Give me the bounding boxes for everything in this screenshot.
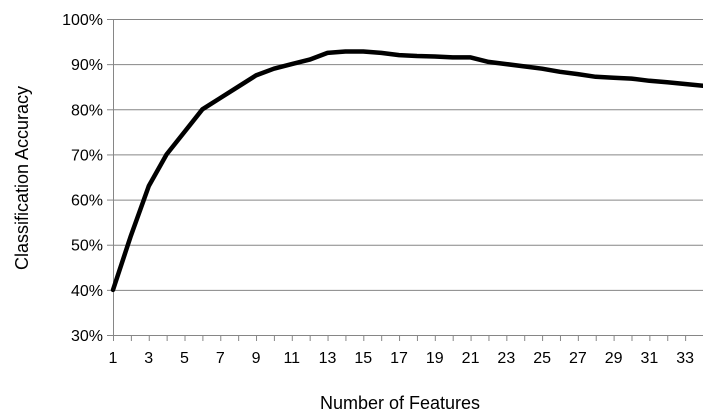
series-layer (110, 49, 703, 293)
y-tick-label: 40% (71, 283, 103, 300)
x-tick-label: 21 (462, 350, 480, 367)
x-tick-label: 13 (319, 350, 337, 367)
y-tick-label: 100% (62, 12, 103, 29)
y-tick-label: 60% (71, 193, 103, 210)
x-tick-label: 23 (497, 350, 515, 367)
x-axis-title: Number of Features (320, 393, 480, 413)
label-layer: 30%40%50%60%70%80%90%100%1 3 5 7 9 11 13 15 17 19… (62, 12, 694, 367)
y-tick-label: 90% (71, 57, 103, 74)
x-tick-label: 11 (283, 350, 300, 367)
y-axis-title: Classification Accuracy (12, 86, 32, 270)
x-tick-label: 25 (533, 350, 551, 367)
series-line (110, 49, 703, 293)
x-tick-label: 7 (216, 350, 225, 367)
x-tick-label: 27 (569, 350, 587, 367)
x-tick-label: 9 (252, 350, 261, 367)
y-tick-label: 50% (71, 238, 103, 255)
y-tick-label: 80% (71, 102, 103, 119)
y-tick-label: 70% (71, 147, 103, 164)
x-tick-label: 3 (144, 350, 153, 367)
axis-layer (113, 19, 703, 341)
grid-layer (107, 19, 703, 336)
x-tick-label: 31 (640, 350, 658, 367)
x-tick-label: 29 (605, 350, 623, 367)
y-tick-label: 30% (71, 328, 103, 345)
x-tick-label: 15 (354, 350, 372, 367)
x-tick-label: 33 (676, 350, 694, 367)
x-tick-label: 19 (426, 350, 444, 367)
x-tick-label: 17 (390, 350, 408, 367)
x-tick-label: 1 (109, 350, 118, 367)
x-tick-label: 5 (180, 350, 189, 367)
